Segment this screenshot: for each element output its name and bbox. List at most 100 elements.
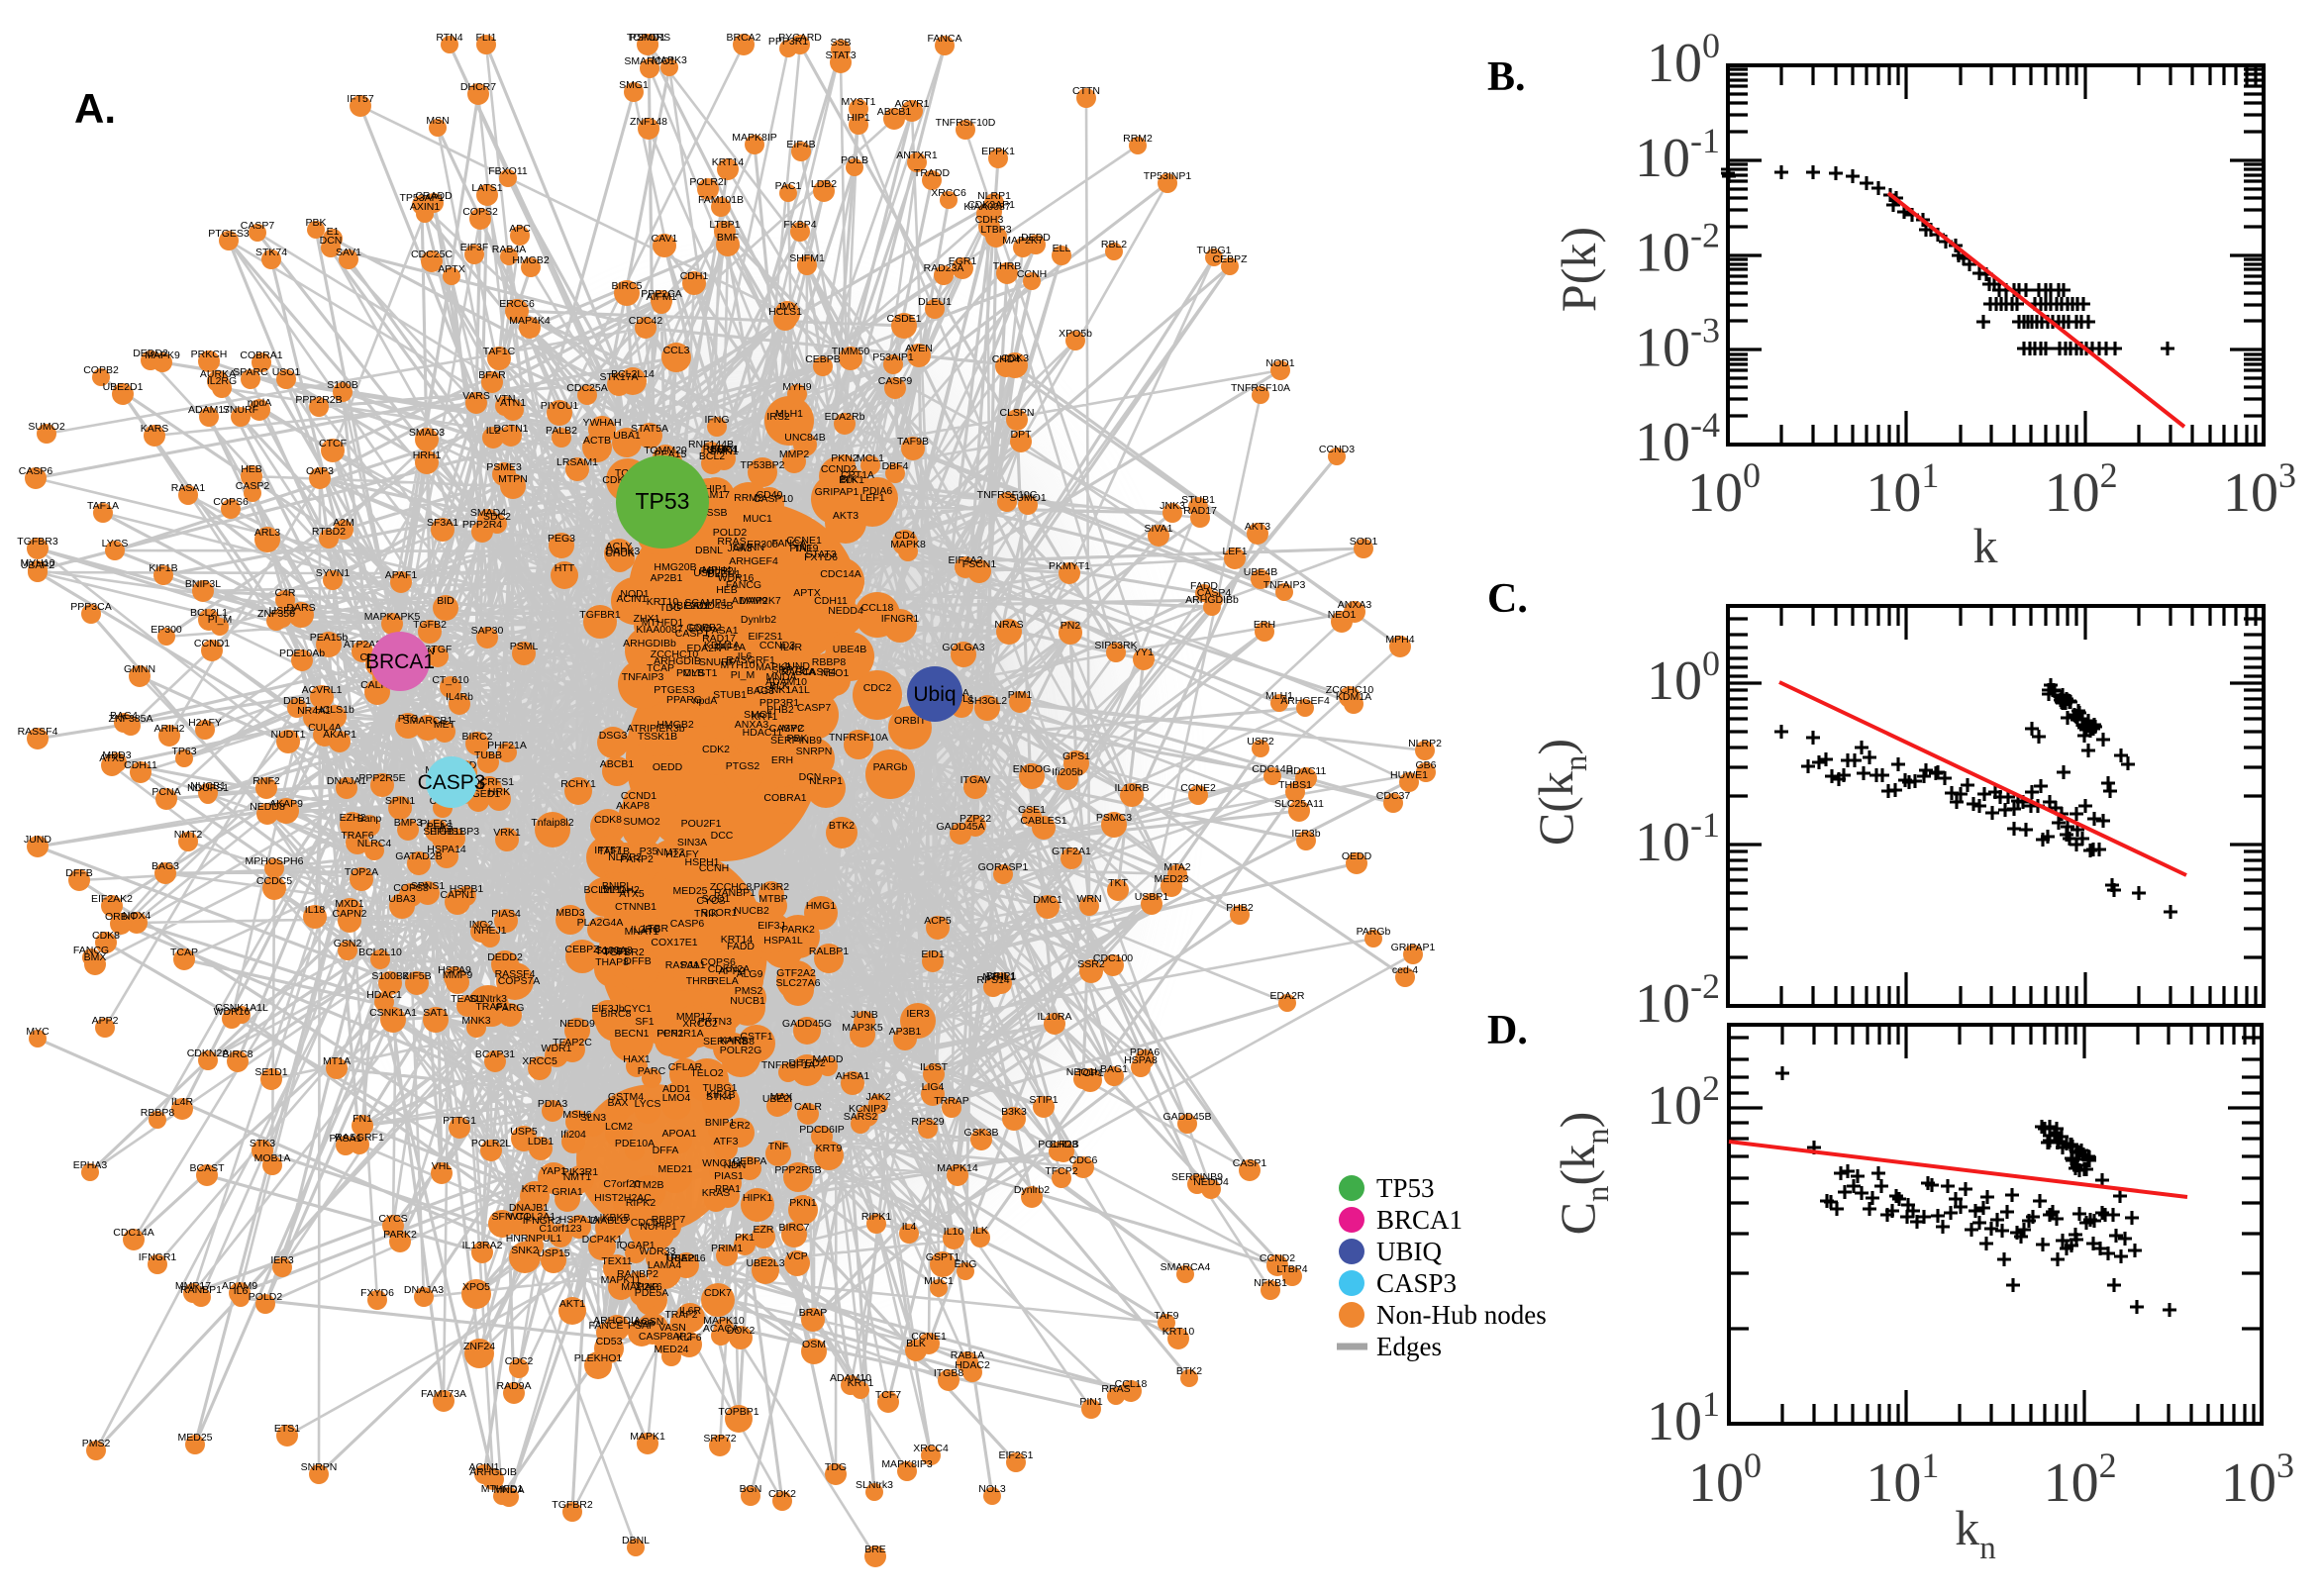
svg-text:BFAR: BFAR: [478, 369, 506, 381]
svg-text:BAG3: BAG3: [152, 860, 179, 872]
svg-text:STUB1: STUB1: [713, 689, 747, 701]
svg-text:RRM2: RRM2: [1123, 133, 1153, 145]
svg-text:VTN: VTN: [495, 393, 516, 405]
svg-text:JMY: JMY: [777, 301, 798, 313]
svg-text:BRCA2: BRCA2: [726, 32, 760, 44]
svg-text:LEF1: LEF1: [859, 492, 884, 504]
svg-text:DBNL: DBNL: [695, 545, 723, 556]
svg-text:SERPINB9: SERPINB9: [1171, 1171, 1223, 1183]
svg-text:SMG1: SMG1: [744, 709, 773, 721]
svg-text:WDR16: WDR16: [214, 1006, 251, 1018]
svg-text:SUMO2: SUMO2: [623, 816, 660, 828]
svg-text:MNK3: MNK3: [461, 1015, 490, 1027]
svg-text:MAP2K7: MAP2K7: [1002, 235, 1044, 247]
svg-text:SMG1: SMG1: [619, 79, 649, 91]
svg-text:BMF: BMF: [717, 232, 739, 244]
svg-text:S100B: S100B: [327, 379, 358, 391]
svg-text:BRE: BRE: [864, 1544, 886, 1555]
svg-text:ABCB1: ABCB1: [877, 106, 912, 118]
svg-text:CSNK1A1L: CSNK1A1L: [757, 684, 810, 696]
svg-text:KRT10: KRT10: [1162, 1326, 1195, 1338]
svg-text:AKT3: AKT3: [833, 510, 858, 522]
svg-text:PIAS4: PIAS4: [491, 908, 521, 920]
svg-text:NLRP1: NLRP1: [977, 190, 1011, 202]
svg-text:ATN1: ATN1: [500, 397, 526, 409]
svg-text:10-2: 10-2: [1635, 216, 1720, 284]
svg-text:KARS: KARS: [720, 1035, 749, 1047]
svg-text:HMG20B: HMG20B: [654, 561, 696, 573]
svg-text:SERPINB9: SERPINB9: [770, 735, 822, 747]
svg-text:BID: BID: [437, 595, 454, 607]
svg-text:OEDD: OEDD: [1342, 850, 1372, 862]
svg-text:P35: P35: [640, 846, 658, 857]
svg-text:MYST1: MYST1: [841, 96, 875, 108]
svg-text:CASP6: CASP6: [19, 465, 53, 477]
svg-text:POLB: POLB: [676, 667, 704, 679]
svg-text:MT1A: MT1A: [323, 1055, 351, 1067]
svg-text:BTK2: BTK2: [829, 820, 855, 832]
svg-text:APTX: APTX: [438, 263, 464, 275]
svg-text:YAP1: YAP1: [541, 1165, 566, 1177]
svg-text:HTT: HTT: [555, 562, 575, 574]
svg-text:AHSA1: AHSA1: [836, 1070, 870, 1082]
svg-text:PEG3: PEG3: [548, 533, 575, 545]
svg-text:TDG: TDG: [825, 1461, 847, 1473]
svg-text:MAPK14: MAPK14: [937, 1162, 978, 1174]
svg-text:Banp: Banp: [357, 813, 382, 825]
svg-text:HMGB2: HMGB2: [512, 254, 550, 266]
svg-text:IMPDH2: IMPDH2: [600, 884, 640, 896]
svg-text:LYCS: LYCS: [635, 1098, 661, 1110]
svg-text:PARP2: PARP2: [620, 853, 654, 865]
svg-text:CAV1: CAV1: [652, 233, 678, 245]
svg-text:CYCS: CYCS: [378, 1213, 407, 1225]
svg-text:LEF1: LEF1: [1222, 546, 1247, 557]
svg-text:BCL2L1: BCL2L1: [190, 607, 228, 619]
svg-text:GRIA1: GRIA1: [552, 1186, 583, 1198]
svg-text:MPH4: MPH4: [1385, 634, 1414, 646]
svg-text:FSCN1: FSCN1: [962, 558, 997, 570]
svg-text:CAPN1: CAPN1: [440, 889, 474, 901]
svg-text:THRB: THRB: [686, 975, 715, 987]
svg-text:ARHGEF4: ARHGEF4: [1280, 695, 1330, 707]
svg-text:JUND: JUND: [24, 834, 51, 846]
svg-text:JNK3: JNK3: [1160, 500, 1185, 512]
svg-text:MYC: MYC: [781, 723, 805, 735]
svg-text:HSPB1: HSPB1: [450, 883, 484, 895]
svg-text:VARS: VARS: [462, 390, 490, 402]
svg-text:PPP3CA: PPP3CA: [70, 601, 111, 613]
svg-text:NUCB1: NUCB1: [190, 780, 226, 792]
svg-text:TP53INP1: TP53INP1: [1144, 170, 1192, 182]
svg-text:NMT1: NMT1: [563, 1171, 592, 1183]
svg-text:PSAP: PSAP: [628, 1320, 656, 1332]
svg-text:TIMM50: TIMM50: [832, 346, 870, 357]
svg-text:BRCA1: BRCA1: [1376, 1205, 1463, 1235]
svg-text:GMNN: GMNN: [124, 663, 155, 675]
svg-text:RRM2: RRM2: [734, 492, 763, 504]
svg-text:MAPK9: MAPK9: [145, 349, 180, 361]
svg-text:TUBB: TUBB: [474, 749, 502, 761]
svg-text:TP63: TP63: [171, 746, 196, 757]
svg-text:APP2: APP2: [92, 1015, 119, 1027]
svg-text:BCL2L11: BCL2L11: [583, 884, 626, 896]
svg-text:DBF4: DBF4: [882, 460, 909, 472]
svg-text:AXIN1: AXIN1: [410, 201, 441, 213]
svg-text:OEDD: OEDD: [653, 761, 683, 773]
svg-text:ING2: ING2: [469, 919, 494, 931]
svg-text:POLR2I: POLR2I: [689, 176, 726, 188]
svg-text:GADD45B: GADD45B: [684, 600, 733, 612]
svg-text:BIRC7: BIRC7: [779, 1222, 810, 1234]
svg-text:XRCC6: XRCC6: [931, 187, 966, 199]
svg-text:TAF9B: TAF9B: [897, 436, 929, 448]
svg-text:BIRC5: BIRC5: [612, 280, 643, 292]
svg-text:ABCB1: ABCB1: [600, 758, 635, 770]
svg-text:GSK3B: GSK3B: [963, 1127, 998, 1139]
svg-text:ACIN1: ACIN1: [617, 593, 648, 605]
svg-text:HNRNPUL1: HNRNPUL1: [506, 1233, 562, 1245]
svg-text:SF3A1: SF3A1: [427, 517, 458, 529]
svg-text:CASP7: CASP7: [797, 702, 832, 714]
svg-text:CLSPN: CLSPN: [999, 407, 1034, 419]
svg-text:CDK8: CDK8: [594, 814, 622, 826]
svg-text:OSM: OSM: [802, 1339, 826, 1350]
svg-text:RANBP2: RANBP2: [617, 1268, 658, 1280]
svg-text:TCAP: TCAP: [647, 662, 674, 674]
